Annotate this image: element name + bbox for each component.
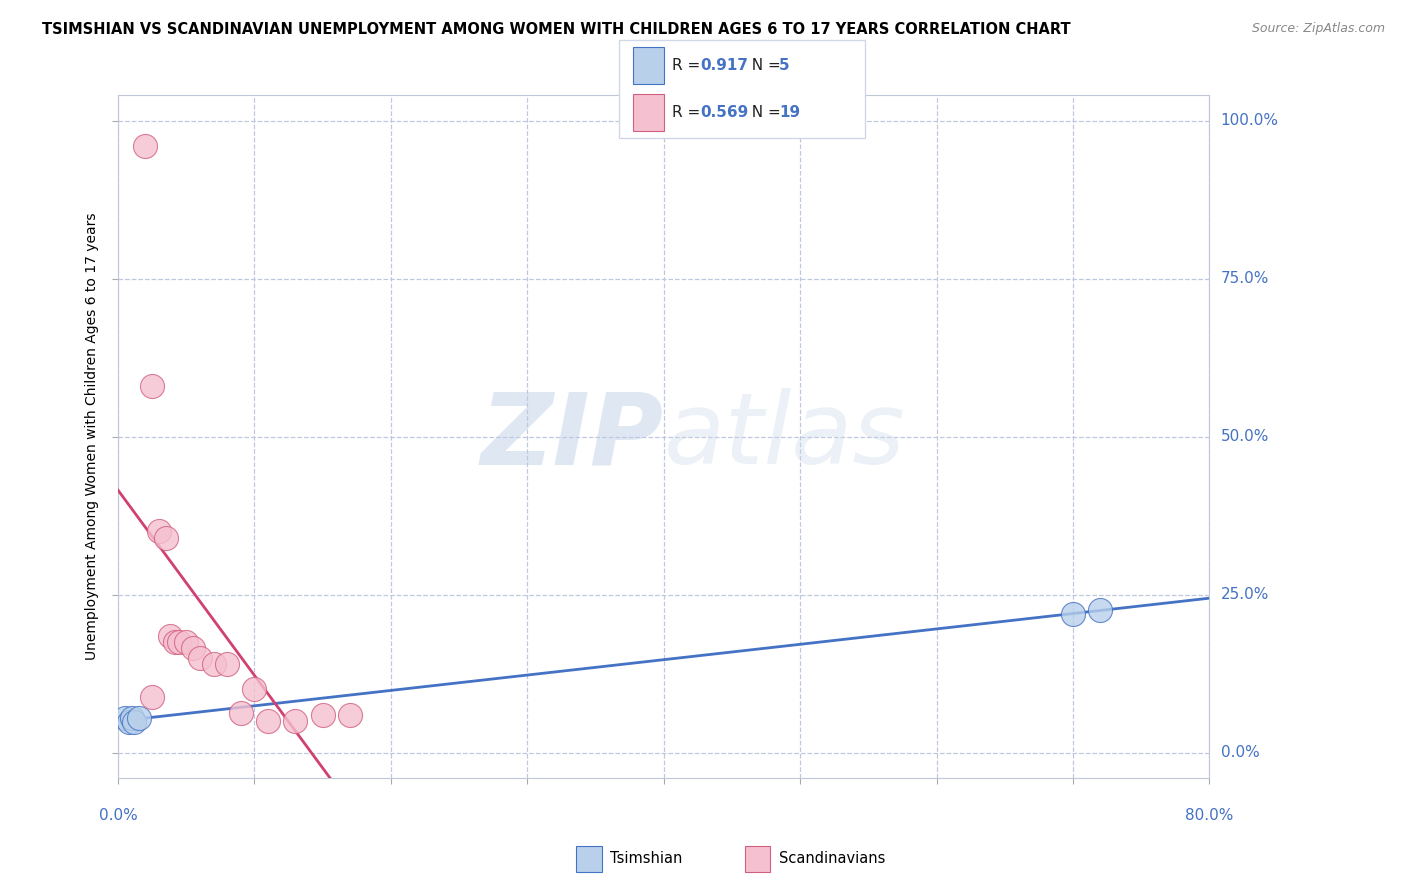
Text: 50.0%: 50.0% (1220, 429, 1268, 444)
Text: atlas: atlas (664, 388, 905, 485)
Point (339, 707, 361, 722)
Point (148, 524, 170, 539)
Point (121, 711, 143, 725)
Point (124, 715, 146, 730)
Point (243, 682, 266, 697)
Point (165, 635, 187, 649)
Point (202, 657, 225, 672)
Point (1062, 607, 1084, 621)
Text: 80.0%: 80.0% (1185, 808, 1233, 823)
Point (284, 714, 307, 728)
Text: 5: 5 (779, 58, 790, 73)
Point (174, 635, 197, 649)
Text: 75.0%: 75.0% (1220, 271, 1268, 286)
Point (114, 711, 136, 725)
Text: 0.569: 0.569 (700, 105, 748, 120)
Point (312, 707, 335, 722)
Point (229, 706, 252, 720)
Text: 19: 19 (779, 105, 800, 120)
Text: N =: N = (742, 105, 786, 120)
Text: 0.0%: 0.0% (98, 808, 138, 823)
Text: Source: ZipAtlas.com: Source: ZipAtlas.com (1251, 22, 1385, 36)
Point (134, 139, 156, 153)
Point (118, 715, 141, 730)
Point (217, 657, 239, 672)
Point (188, 650, 211, 665)
Point (159, 629, 181, 643)
Point (169, 635, 191, 649)
Point (141, 690, 163, 704)
Text: R =: R = (672, 58, 706, 73)
Y-axis label: Unemployment Among Women with Children Ages 6 to 17 years: Unemployment Among Women with Children A… (86, 213, 100, 660)
Text: Tsimshian: Tsimshian (610, 852, 682, 866)
Point (128, 711, 150, 725)
Point (1090, 603, 1112, 617)
Text: 100.0%: 100.0% (1220, 113, 1278, 128)
Point (155, 531, 177, 545)
Point (141, 379, 163, 393)
Text: ZIP: ZIP (481, 388, 664, 485)
Text: 25.0%: 25.0% (1220, 587, 1268, 602)
Text: Scandinavians: Scandinavians (779, 852, 886, 866)
Text: TSIMSHIAN VS SCANDINAVIAN UNEMPLOYMENT AMONG WOMEN WITH CHILDREN AGES 6 TO 17 YE: TSIMSHIAN VS SCANDINAVIAN UNEMPLOYMENT A… (42, 22, 1071, 37)
Text: 0.917: 0.917 (700, 58, 748, 73)
Point (257, 714, 280, 728)
Point (181, 641, 204, 656)
Text: R =: R = (672, 105, 706, 120)
Text: N =: N = (742, 58, 786, 73)
Text: 0.0%: 0.0% (1220, 745, 1260, 760)
